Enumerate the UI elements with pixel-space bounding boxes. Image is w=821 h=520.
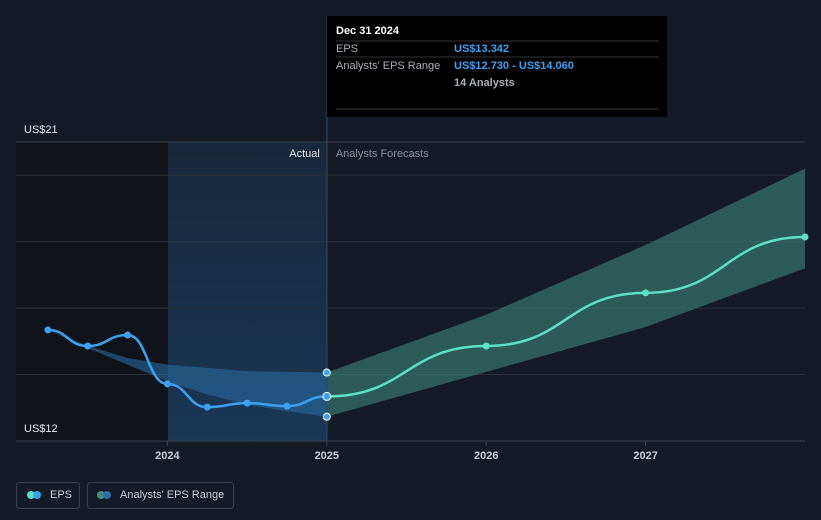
tooltip-label: Analysts' EPS Range [336,60,440,72]
x-tick-label: 2025 [315,450,339,462]
eps-point [44,326,52,334]
eps-point [124,331,132,339]
tooltip-date: Dec 31 2024 [336,25,400,37]
eps-point [482,342,490,350]
x-tick-label: 2027 [633,450,657,462]
legend: EPS Analysts' EPS Range [16,482,234,509]
eps-point [801,233,809,241]
forecast-label: Analysts Forecasts [336,148,429,160]
eps-point [84,342,92,350]
tooltip-value: US$12.730 - US$14.060 [454,60,574,72]
y-tick-label: US$21 [24,124,58,136]
legend-label: EPS [50,489,72,501]
range-point [322,368,331,377]
range-point [322,412,331,421]
past-region [16,142,168,441]
legend-swatch [33,491,41,499]
tooltip-label: EPS [336,43,358,55]
eps-point [163,380,171,388]
legend-label: Analysts' EPS Range [120,489,224,501]
legend-swatch [27,491,35,499]
legend-swatch [97,491,105,499]
legend-item[interactable] [16,482,80,509]
x-tick-label: 2024 [155,450,180,462]
y-tick-label: US$12 [24,423,58,435]
actual-label: Actual [289,148,320,160]
eps-point [243,399,251,407]
legend-item[interactable] [87,482,234,509]
eps-point [642,289,650,297]
eps-point [322,391,332,401]
eps-point [283,402,291,410]
tooltip: Dec 31 2024 EPS US$13.342 Analysts' EPS … [327,16,667,117]
x-tick-label: 2026 [474,450,498,462]
legend-swatch [103,491,111,499]
tooltip-analysts: 14 Analysts [454,77,515,89]
tooltip-value: US$13.342 [454,43,509,55]
tooltip-box [327,16,667,117]
eps-point [203,403,211,411]
